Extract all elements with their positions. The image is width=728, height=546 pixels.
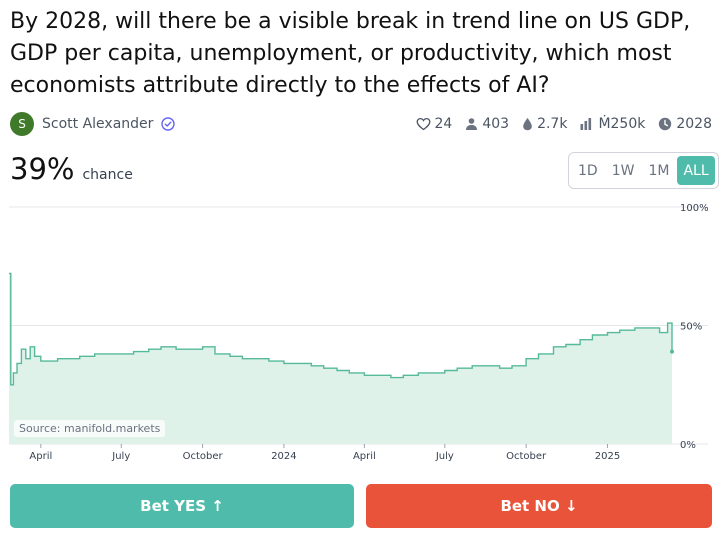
probability-chart[interactable]: 100% 50% 0% April July October 2024 April July Oc… <box>0 195 728 470</box>
probability-area <box>9 273 672 444</box>
range-tab-1m[interactable]: 1M <box>648 162 670 179</box>
time-range-selector: 1D 1W 1M ALL <box>568 152 719 189</box>
liquidity-stat: 2.7k <box>522 116 567 132</box>
chart-svg[interactable]: 100% 50% 0% April July October 2024 April July Oc… <box>0 195 728 470</box>
y-tick-label: 100% <box>680 203 709 214</box>
x-tick-label: 2025 <box>595 451 620 462</box>
x-tick-label: April <box>29 451 52 462</box>
x-tick-label: July <box>435 451 454 462</box>
market-meta-row: S Scott Alexander 24 403 2.7k Ṁ250k 2028 <box>10 111 712 137</box>
clock-icon <box>658 117 672 131</box>
verified-badge-icon <box>161 117 176 131</box>
range-tab-1w[interactable]: 1W <box>611 162 635 179</box>
bet-no-button[interactable]: Bet NO ↓ <box>366 484 712 528</box>
current-point <box>670 349 674 354</box>
creator-name[interactable]: Scott Alexander <box>42 116 154 132</box>
avatar[interactable]: S <box>10 112 34 136</box>
probability-display: 39% chance <box>10 152 133 186</box>
x-tick-label: October <box>183 451 224 462</box>
volume-amount: Ṁ250k <box>598 116 646 132</box>
bet-yes-button[interactable]: Bet YES ↑ <box>10 484 354 528</box>
close-date-stat: 2028 <box>658 116 712 132</box>
volume-stat: Ṁ250k <box>580 116 645 132</box>
bar-chart-icon <box>580 118 594 130</box>
liquidity-amount: 2.7k <box>537 116 568 132</box>
traders-count: 403 <box>482 116 510 132</box>
x-tick-label: April <box>353 451 376 462</box>
probability-line <box>9 272 673 386</box>
x-tick-label: July <box>111 451 130 462</box>
likes-stat[interactable]: 24 <box>416 116 453 132</box>
likes-count: 24 <box>434 116 453 132</box>
x-tick-label: October <box>506 451 547 462</box>
range-tab-1d[interactable]: 1D <box>578 162 598 179</box>
y-tick-label: 0% <box>680 440 696 451</box>
close-year: 2028 <box>676 116 712 132</box>
range-tab-all[interactable]: ALL <box>677 156 715 185</box>
market-stats: 24 403 2.7k Ṁ250k 2028 <box>416 116 712 132</box>
question-title: By 2028, will there be a visible break i… <box>10 9 691 98</box>
y-tick-label: 50% <box>680 322 702 333</box>
source-label: Source: manifold.markets <box>14 420 166 437</box>
probability-label: chance <box>82 167 133 183</box>
x-tick-label: 2024 <box>271 451 296 462</box>
creator-info[interactable]: S Scott Alexander <box>10 112 176 136</box>
heart-icon <box>416 117 431 131</box>
droplet-icon <box>522 117 533 131</box>
traders-stat: 403 <box>465 116 509 132</box>
user-icon <box>465 117 478 131</box>
probability-value: 39% <box>10 152 75 186</box>
